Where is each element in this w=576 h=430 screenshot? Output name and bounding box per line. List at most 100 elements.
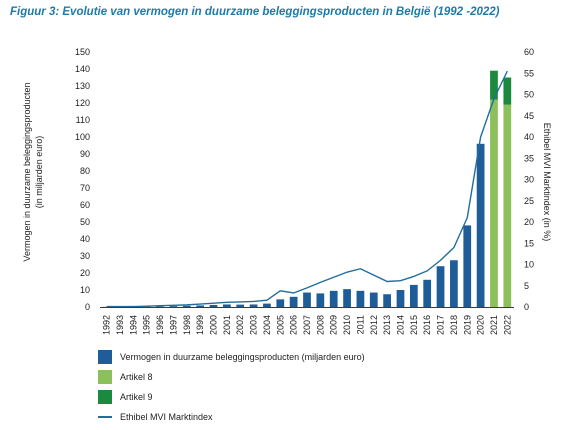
y2-tick-label: 35 [524,153,534,163]
bar-series [102,70,512,307]
x-tick-label: 2014 [395,315,405,335]
legend-item-artikel-9: Artikel 9 [98,387,365,407]
y-tick-label: 90 [80,149,90,159]
y-tick-label: 70 [80,183,90,193]
x-tick-label: 1999 [195,315,205,335]
x-tick-label: 2013 [382,315,392,335]
x-tick-label: 2019 [462,315,472,335]
bar-vermogen [356,290,365,307]
x-tick-label: 1996 [155,315,165,335]
y2-tick-label: 20 [524,217,534,227]
bar-vermogen [476,143,485,307]
bar-vermogen [222,304,231,307]
line-series [106,70,508,308]
line-marktindex [106,70,508,308]
x-tick-label: 2020 [476,315,486,335]
y-tick-label: 30 [80,251,90,261]
bar-vermogen [369,292,378,307]
x-tick-label: 2021 [489,315,499,335]
legend-label-vermogen: Vermogen in duurzame beleggingsproducten… [120,352,365,362]
legend-label-artikel-8: Artikel 8 [120,372,153,382]
y-tick-label: 140 [75,64,90,74]
legend-item-marktindex: Ethibel MVI Marktindex [98,407,365,427]
y-tick-label: 130 [75,81,90,91]
x-tick-label: 1995 [142,315,152,335]
bar-vermogen [396,290,405,307]
y2-tick-label: 55 [524,68,534,78]
x-tick-label: 1997 [168,315,178,335]
x-tick-label: 2001 [222,315,232,335]
y-axis-label-line-1: Vermogen in duurzame beleggingsproducten [22,82,32,261]
legend-item-vermogen: Vermogen in duurzame beleggingsproducten… [98,347,365,367]
x-tick-label: 2003 [249,315,259,335]
bar-vermogen [249,304,258,307]
x-tick-label: 1992 [102,315,112,335]
bar-vermogen [329,290,338,307]
x-tick-label: 2006 [289,315,299,335]
x-tick-label: 1993 [115,315,125,335]
bar-vermogen [169,306,178,307]
x-tick-label: 2000 [209,315,219,335]
x-axis: 1992 1993 1994 1995 1996 1997 1998 1999 2000 2001… [100,307,514,335]
y2-tick-label: 0 [524,302,529,312]
bar-vermogen [156,306,164,307]
bar-artikel-8 [490,99,498,307]
bar-vermogen [236,304,245,307]
bar-vermogen [450,260,458,307]
y-tick-label: 60 [80,200,90,210]
y-tick-label: 100 [75,132,90,142]
bar-vermogen [436,266,445,307]
y-tick-label: 50 [80,217,90,227]
y-tick-label: 40 [80,234,90,244]
y2-tick-label: 50 [524,90,534,100]
bar-vermogen [209,304,218,307]
x-tick-label: 2022 [502,315,512,335]
x-tick-label: 2015 [409,315,419,335]
bar-artikel-9 [490,70,498,100]
y2-tick-label: 40 [524,132,534,142]
y-tick-label: 150 [75,47,90,57]
y2-axis-label: Ethibel MVI Marktindex (in %) [542,123,552,242]
x-tick-label: 2011 [355,315,365,334]
y-tick-label: 0 [85,302,90,312]
bar-artikel-9 [503,77,512,105]
legend-swatch-artikel-9 [98,390,112,404]
legend-swatch-vermogen [98,350,112,364]
x-tick-label: 2016 [422,315,432,335]
bar-vermogen [263,303,271,307]
bar-vermogen [276,299,285,307]
legend-item-artikel-8: Artikel 8 [98,367,365,387]
bar-vermogen [423,279,432,307]
x-tick-label: 2018 [449,315,459,335]
y-tick-label: 10 [80,285,90,295]
legend-swatch-marktindex [98,416,112,418]
left-axis: 0 10 20 30 40 50 60 70 80 90 100 110 120 130 140 150 [75,47,90,312]
legend-label-marktindex: Ethibel MVI Marktindex [120,412,213,422]
chart-plot: 0 10 20 30 40 50 60 70 80 90 100 110 120 130 140 150 0 5… [22,47,552,335]
y-axis-label-line-2: (in miljarden euro) [34,136,44,209]
x-tick-label: 2012 [369,315,379,335]
x-tick-label: 2005 [275,315,285,335]
legend-label-artikel-9: Artikel 9 [120,392,153,402]
y2-tick-label: 25 [524,196,534,206]
bar-vermogen [343,289,351,307]
bar-vermogen [316,293,325,307]
x-tick-label: 1994 [128,315,138,335]
x-tick-label: 2004 [262,315,272,335]
x-tick-label: 2009 [329,315,339,335]
y-tick-label: 80 [80,166,90,176]
x-tick-label: 1998 [182,315,192,335]
chart-title: Figuur 3: Evolutie van vermogen in duurz… [10,6,500,18]
y2-tick-label: 10 [524,260,534,270]
legend-swatch-artikel-8 [98,370,112,384]
bar-artikel-8 [503,104,512,307]
chart-legend: Vermogen in duurzame beleggingsproducten… [98,347,365,427]
y2-tick-label: 15 [524,238,534,248]
bar-vermogen [303,292,311,307]
bar-vermogen [383,294,392,307]
x-tick-label: 2010 [342,315,352,335]
bar-vermogen [409,284,418,307]
bar-vermogen [463,225,472,307]
right-axis: 0 5 10 15 20 25 30 35 40 45 50 55 60 [524,47,534,312]
bar-vermogen [289,296,298,307]
